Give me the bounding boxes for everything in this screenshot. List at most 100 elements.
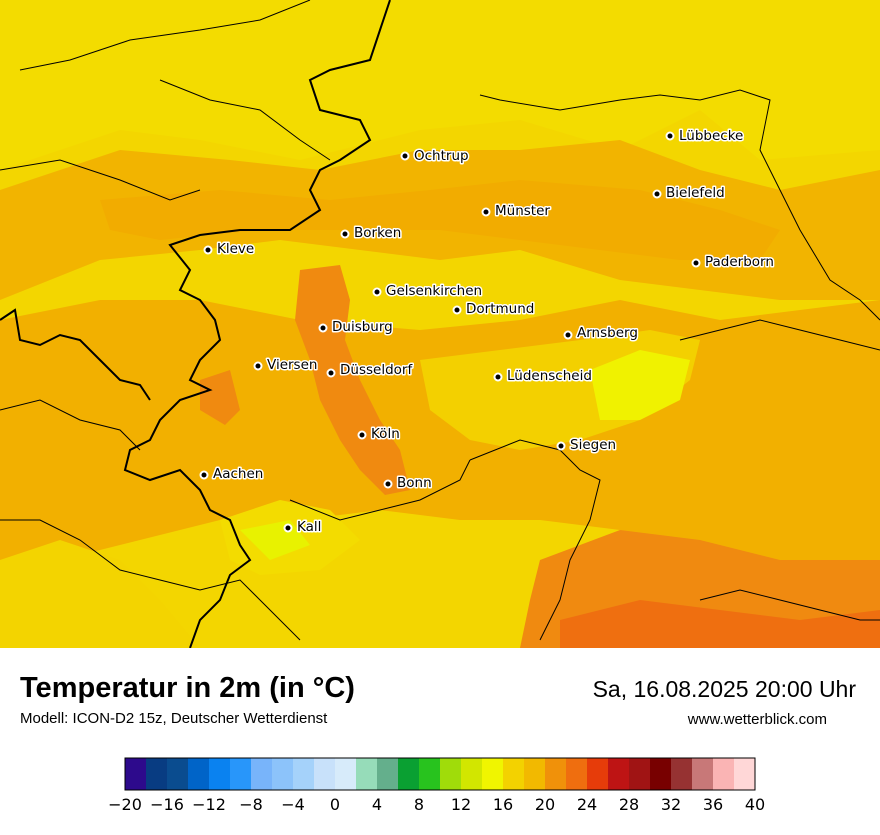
legend-bin bbox=[692, 758, 714, 790]
city-dot bbox=[283, 523, 293, 533]
city-kleve[interactable]: Kleve bbox=[203, 240, 256, 259]
legend-tick-label: −16 bbox=[150, 795, 184, 814]
legend-tick-label: 8 bbox=[414, 795, 424, 814]
city-markers: Lübbecke Ochtrup Bielefeld Münster Borke… bbox=[199, 127, 775, 537]
city-dortmund[interactable]: Dortmund bbox=[452, 300, 536, 319]
legend-tick-label: 24 bbox=[577, 795, 597, 814]
city-label: Münster bbox=[495, 203, 550, 219]
city-kall[interactable]: Kall bbox=[283, 518, 323, 537]
city-label: Borken bbox=[354, 225, 401, 241]
city-arnsberg[interactable]: Arnsberg bbox=[563, 324, 639, 343]
city-viersen[interactable]: Viersen bbox=[253, 356, 319, 375]
legend-bin bbox=[125, 758, 147, 790]
legend-tick-label: −4 bbox=[281, 795, 305, 814]
city-bielefeld[interactable]: Bielefeld bbox=[652, 184, 726, 203]
city-dot bbox=[203, 245, 213, 255]
city-dot bbox=[318, 323, 328, 333]
legend-bin bbox=[713, 758, 735, 790]
city-muenster[interactable]: Münster bbox=[481, 202, 552, 221]
temp-zone-eifel-cool bbox=[240, 520, 310, 560]
legend-bin bbox=[419, 758, 441, 790]
city-label: Bielefeld bbox=[666, 185, 725, 201]
city-dot bbox=[481, 207, 491, 217]
legend-bin bbox=[650, 758, 672, 790]
city-dot bbox=[326, 368, 336, 378]
city-dot bbox=[452, 305, 462, 315]
legend-bin bbox=[671, 758, 693, 790]
legend-bin bbox=[188, 758, 210, 790]
legend-bin bbox=[335, 758, 357, 790]
legend-tick-label: −20 bbox=[108, 795, 142, 814]
legend-tick-label: 0 bbox=[330, 795, 340, 814]
legend-bin bbox=[230, 758, 252, 790]
city-dot bbox=[556, 441, 566, 451]
legend-bin bbox=[440, 758, 462, 790]
city-bonn[interactable]: Bonn bbox=[383, 474, 433, 493]
legend-bin bbox=[524, 758, 546, 790]
temp-zone-sauerland-cool bbox=[590, 350, 690, 420]
legend-bin bbox=[566, 758, 588, 790]
city-duesseldorf[interactable]: Düsseldorf bbox=[326, 361, 415, 380]
city-dot bbox=[383, 479, 393, 489]
city-label: Arnsberg bbox=[577, 325, 638, 341]
city-label: Gelsenkirchen bbox=[386, 283, 482, 299]
legend-tick-label: 36 bbox=[703, 795, 723, 814]
legend-bin bbox=[356, 758, 378, 790]
city-luebbecke[interactable]: Lübbecke bbox=[665, 127, 745, 146]
color-legend: −20 −16 −12 −8 −4 0 4 8 12 16 20 24 28 32 36 40 bbox=[0, 748, 880, 830]
legend-bin bbox=[461, 758, 483, 790]
legend-bin bbox=[482, 758, 504, 790]
map-title: Temperatur in 2m (in °C) bbox=[20, 672, 355, 704]
city-label: Aachen bbox=[213, 466, 263, 482]
legend-bin bbox=[629, 758, 651, 790]
city-dot bbox=[357, 430, 367, 440]
city-siegen[interactable]: Siegen bbox=[556, 436, 618, 455]
city-label: Köln bbox=[371, 426, 400, 442]
city-dot bbox=[652, 189, 662, 199]
city-label: Bonn bbox=[397, 475, 432, 491]
city-paderborn[interactable]: Paderborn bbox=[691, 253, 775, 272]
map-borders bbox=[0, 0, 880, 641]
legend-bin bbox=[734, 758, 756, 790]
city-label: Duisburg bbox=[332, 319, 393, 335]
legend-bin bbox=[377, 758, 399, 790]
city-duisburg[interactable]: Duisburg bbox=[318, 318, 394, 337]
temp-zone-rhine-valley bbox=[295, 265, 410, 495]
city-dot bbox=[253, 361, 263, 371]
temp-zone-southwest bbox=[0, 540, 200, 648]
legend-bin bbox=[293, 758, 315, 790]
legend-tick-label: 16 bbox=[493, 795, 513, 814]
legend-bin bbox=[251, 758, 273, 790]
city-dot bbox=[372, 287, 382, 297]
legend-bin bbox=[209, 758, 231, 790]
legend-tick-label: 20 bbox=[535, 795, 555, 814]
website-link[interactable]: www.wetterblick.com bbox=[687, 711, 827, 728]
city-dot bbox=[400, 151, 410, 161]
city-luedenscheid[interactable]: Lüdenscheid bbox=[493, 367, 593, 386]
city-label: Kall bbox=[297, 519, 321, 535]
city-koeln[interactable]: Köln bbox=[357, 425, 401, 444]
city-label: Lüdenscheid bbox=[507, 368, 592, 384]
city-label: Düsseldorf bbox=[340, 362, 413, 378]
city-gelsenkirchen[interactable]: Gelsenkirchen bbox=[372, 282, 484, 301]
legend-bin bbox=[146, 758, 168, 790]
legend-tick-label: 40 bbox=[745, 795, 765, 814]
temperature-map[interactable]: Lübbecke Ochtrup Bielefeld Münster Borke… bbox=[0, 0, 880, 648]
legend-bin bbox=[503, 758, 525, 790]
city-ochtrup[interactable]: Ochtrup bbox=[400, 147, 470, 166]
temp-zone-north bbox=[0, 0, 880, 170]
city-aachen[interactable]: Aachen bbox=[199, 465, 265, 484]
legend-bin bbox=[587, 758, 609, 790]
city-dot bbox=[199, 470, 209, 480]
map-footer: Temperatur in 2m (in °C) Modell: ICON-D2… bbox=[0, 648, 880, 830]
temp-zone-muensterland bbox=[100, 180, 780, 260]
city-borken[interactable]: Borken bbox=[340, 224, 403, 243]
legend-bin bbox=[167, 758, 189, 790]
forecast-datetime: Sa, 16.08.2025 20:00 Uhr bbox=[592, 676, 856, 702]
city-dot bbox=[691, 258, 701, 268]
legend-tick-label: 4 bbox=[372, 795, 382, 814]
temp-zone-west-warm bbox=[200, 370, 240, 425]
legend-tick-label: −8 bbox=[239, 795, 263, 814]
map-national-border bbox=[0, 0, 391, 648]
city-dot bbox=[340, 229, 350, 239]
